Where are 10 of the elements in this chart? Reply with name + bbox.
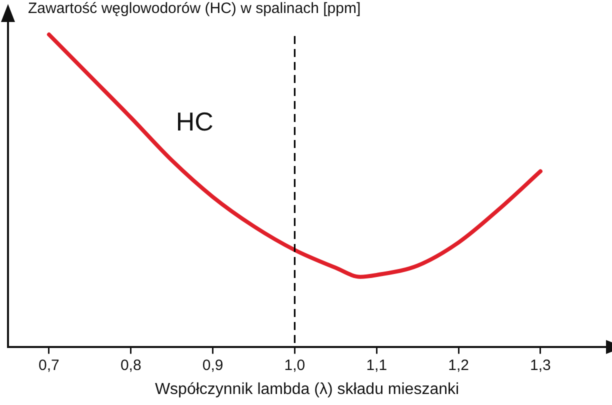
- y-axis-title: Zawartość węglowodorów (HC) w spalinach [ppm]: [28, 0, 361, 17]
- x-tick-label: 1,3: [530, 356, 551, 374]
- x-tick-label: 1,1: [366, 356, 388, 374]
- x-tick-label: 1,2: [448, 356, 469, 374]
- x-tick-label: 1,0: [284, 356, 306, 374]
- x-axis-title: Współczynnik lambda (λ) składu mieszanki: [154, 380, 460, 398]
- series-label: HC: [176, 106, 214, 137]
- x-tick-label: 0,7: [38, 356, 60, 374]
- x-tick-label: 0,8: [120, 356, 142, 374]
- x-tick-label: 0,9: [202, 356, 224, 374]
